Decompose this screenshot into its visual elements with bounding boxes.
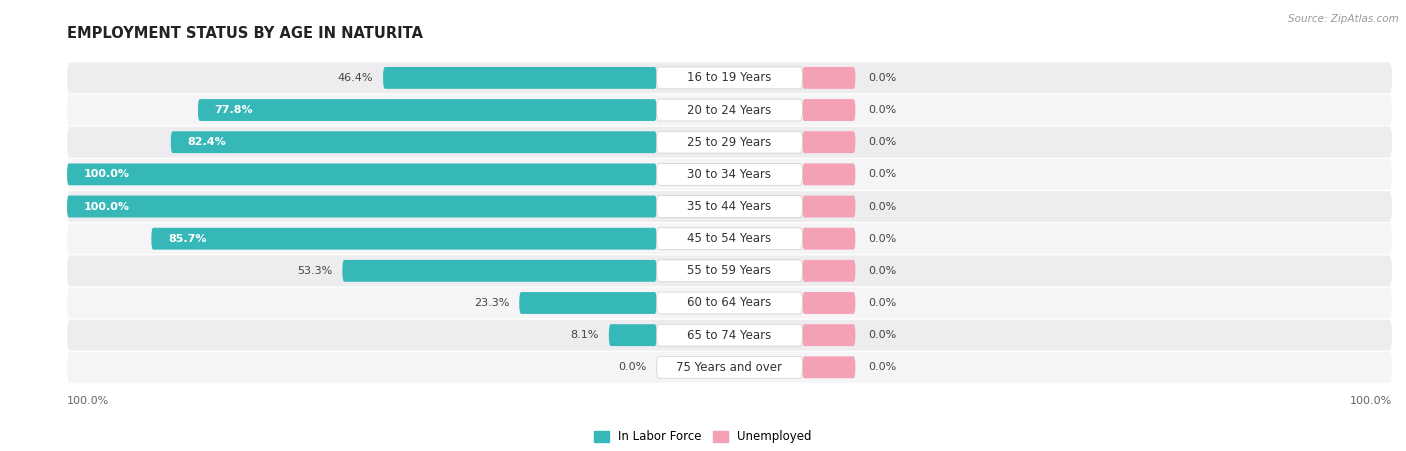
FancyBboxPatch shape xyxy=(803,163,855,185)
Legend: In Labor Force, Unemployed: In Labor Force, Unemployed xyxy=(589,426,817,448)
Text: 65 to 74 Years: 65 to 74 Years xyxy=(688,329,772,342)
Text: 55 to 59 Years: 55 to 59 Years xyxy=(688,264,772,277)
Text: 0.0%: 0.0% xyxy=(869,298,897,308)
FancyBboxPatch shape xyxy=(803,131,855,153)
Text: 0.0%: 0.0% xyxy=(869,362,897,373)
Text: 35 to 44 Years: 35 to 44 Years xyxy=(688,200,772,213)
FancyBboxPatch shape xyxy=(152,228,657,249)
Text: 46.4%: 46.4% xyxy=(337,73,373,83)
Text: 100.0%: 100.0% xyxy=(67,396,110,406)
FancyBboxPatch shape xyxy=(67,191,1392,222)
FancyBboxPatch shape xyxy=(657,292,803,314)
FancyBboxPatch shape xyxy=(657,131,803,153)
Text: 16 to 19 Years: 16 to 19 Years xyxy=(688,71,772,84)
FancyBboxPatch shape xyxy=(67,95,1392,125)
Text: Source: ZipAtlas.com: Source: ZipAtlas.com xyxy=(1288,14,1399,23)
FancyBboxPatch shape xyxy=(382,67,657,89)
FancyBboxPatch shape xyxy=(67,352,1392,383)
FancyBboxPatch shape xyxy=(609,324,657,346)
Text: 30 to 34 Years: 30 to 34 Years xyxy=(688,168,772,181)
Text: 23.3%: 23.3% xyxy=(474,298,509,308)
Text: 45 to 54 Years: 45 to 54 Years xyxy=(688,232,772,245)
FancyBboxPatch shape xyxy=(657,260,803,282)
FancyBboxPatch shape xyxy=(67,288,1392,318)
FancyBboxPatch shape xyxy=(67,255,1392,286)
Text: EMPLOYMENT STATUS BY AGE IN NATURITA: EMPLOYMENT STATUS BY AGE IN NATURITA xyxy=(67,26,423,41)
FancyBboxPatch shape xyxy=(657,324,803,346)
FancyBboxPatch shape xyxy=(198,99,657,121)
Text: 0.0%: 0.0% xyxy=(869,73,897,83)
Text: 53.3%: 53.3% xyxy=(297,266,332,276)
FancyBboxPatch shape xyxy=(67,159,1392,190)
Text: 0.0%: 0.0% xyxy=(619,362,647,373)
Text: 25 to 29 Years: 25 to 29 Years xyxy=(688,136,772,149)
Text: 75 Years and over: 75 Years and over xyxy=(676,361,783,374)
Text: 0.0%: 0.0% xyxy=(869,202,897,212)
FancyBboxPatch shape xyxy=(67,320,1392,350)
Text: 77.8%: 77.8% xyxy=(215,105,253,115)
Text: 60 to 64 Years: 60 to 64 Years xyxy=(688,296,772,309)
Text: 0.0%: 0.0% xyxy=(869,170,897,179)
Text: 0.0%: 0.0% xyxy=(869,266,897,276)
FancyBboxPatch shape xyxy=(343,260,657,282)
FancyBboxPatch shape xyxy=(67,62,1392,93)
FancyBboxPatch shape xyxy=(803,260,855,282)
FancyBboxPatch shape xyxy=(657,67,803,89)
Text: 100.0%: 100.0% xyxy=(83,170,129,179)
FancyBboxPatch shape xyxy=(170,131,657,153)
Text: 100.0%: 100.0% xyxy=(1350,396,1392,406)
FancyBboxPatch shape xyxy=(803,67,855,89)
FancyBboxPatch shape xyxy=(67,163,657,185)
FancyBboxPatch shape xyxy=(803,228,855,249)
FancyBboxPatch shape xyxy=(67,127,1392,158)
FancyBboxPatch shape xyxy=(803,324,855,346)
FancyBboxPatch shape xyxy=(657,163,803,185)
Text: 0.0%: 0.0% xyxy=(869,330,897,340)
Text: 0.0%: 0.0% xyxy=(869,105,897,115)
FancyBboxPatch shape xyxy=(657,99,803,121)
FancyBboxPatch shape xyxy=(67,223,1392,254)
Text: 100.0%: 100.0% xyxy=(83,202,129,212)
Text: 85.7%: 85.7% xyxy=(167,234,207,244)
FancyBboxPatch shape xyxy=(803,356,855,378)
FancyBboxPatch shape xyxy=(67,196,657,217)
Text: 8.1%: 8.1% xyxy=(571,330,599,340)
Text: 0.0%: 0.0% xyxy=(869,137,897,147)
FancyBboxPatch shape xyxy=(803,292,855,314)
FancyBboxPatch shape xyxy=(657,228,803,249)
Text: 0.0%: 0.0% xyxy=(869,234,897,244)
FancyBboxPatch shape xyxy=(803,99,855,121)
FancyBboxPatch shape xyxy=(519,292,657,314)
Text: 82.4%: 82.4% xyxy=(187,137,226,147)
Text: 20 to 24 Years: 20 to 24 Years xyxy=(688,104,772,116)
FancyBboxPatch shape xyxy=(657,196,803,217)
FancyBboxPatch shape xyxy=(657,356,803,378)
FancyBboxPatch shape xyxy=(803,196,855,217)
